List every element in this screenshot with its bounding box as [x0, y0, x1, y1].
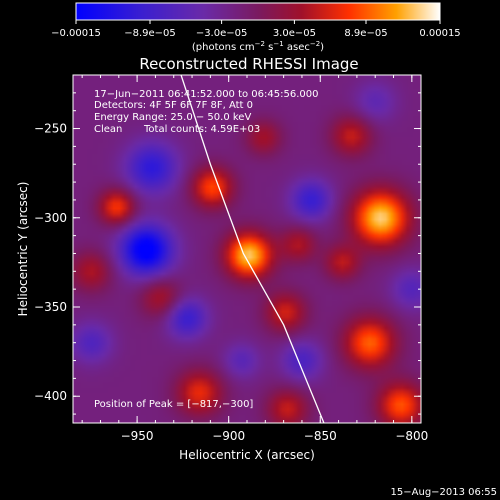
solar-limb-curve [180, 75, 325, 423]
colorbar-units: (photons cm−2 s−1 asec−2) [192, 40, 324, 53]
colorbar: −0.00015 −8.9e−05 −3.0e−05 3.0e−05 8.9e−05 0.… [51, 2, 461, 53]
colorbar-gradient [75, 2, 441, 21]
colorbar-ticks: −0.00015 −8.9e−05 −3.0e−05 3.0e−05 8.9e−05 0.… [51, 20, 461, 39]
annotation-clean: Clean [94, 124, 122, 135]
y-tick-label: −300 [34, 211, 67, 225]
colorbar-tick-label: 0.00015 [419, 28, 460, 39]
heatmap-raster [73, 75, 421, 423]
colorbar-tick-label: −3.0e−05 [196, 28, 248, 39]
annotation-peak: Position of Peak = [−817,−300] [94, 399, 253, 410]
heatmap-image [73, 75, 421, 423]
annotation-counts: Total counts: 4.59E+03 [143, 124, 260, 135]
axes: −950 −900 −850 −800 −250 −300 −350 −400 [34, 75, 428, 443]
x-tick-label: −900 [212, 429, 245, 443]
x-tick-label: −950 [121, 429, 154, 443]
x-axis-label: Heliocentric X (arcsec) [179, 448, 315, 462]
annotations: 17−Jun−2011 06:41:52.000 to 06:45:56.000… [94, 89, 319, 410]
colorbar-tick-label: −8.9e−05 [124, 28, 176, 39]
y-tick-label: −400 [34, 389, 67, 403]
y-tick-label: −350 [34, 300, 67, 314]
annotation-energy: Energy Range: 25.0 − 50.0 keV [94, 112, 251, 123]
footer-date: 15−Aug−2013 06:55 [391, 487, 497, 498]
x-tick-label: −850 [304, 429, 337, 443]
annotation-time-range: 17−Jun−2011 06:41:52.000 to 06:45:56.000 [94, 89, 319, 100]
colorbar-tick-label: 8.9e−05 [344, 28, 387, 39]
y-axis-label: Heliocentric Y (arcsec) [16, 182, 30, 317]
annotation-detectors: Detectors: 4F 5F 6F 7F 8F, Att 0 [94, 100, 253, 111]
x-tick-label: −800 [395, 429, 428, 443]
colorbar-tick-label: −0.00015 [51, 28, 101, 39]
chart-title: Reconstructed RHESSI Image [139, 55, 358, 73]
y-tick-label: −250 [34, 122, 67, 136]
colorbar-tick-label: 3.0e−05 [273, 28, 316, 39]
